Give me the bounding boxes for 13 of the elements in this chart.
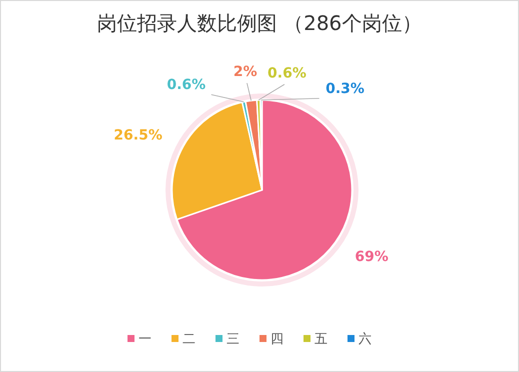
legend-label: 三 — [226, 332, 240, 347]
data-label: 0.6% — [268, 66, 306, 82]
legend-label: 五 — [314, 332, 328, 347]
data-label: 2% — [233, 64, 258, 80]
data-label: 69% — [354, 249, 388, 266]
legend-label: 四 — [270, 332, 284, 347]
legend-label: 六 — [358, 332, 372, 347]
legend-label: 一 — [138, 332, 152, 347]
chart-title: 岗位招录人数比例图 （286个岗位） — [97, 11, 422, 35]
data-label: 0.3% — [326, 81, 364, 98]
data-label: 26.5% — [114, 128, 162, 144]
data-label: 0.6% — [166, 77, 206, 94]
legend-label: 二 — [182, 332, 196, 347]
